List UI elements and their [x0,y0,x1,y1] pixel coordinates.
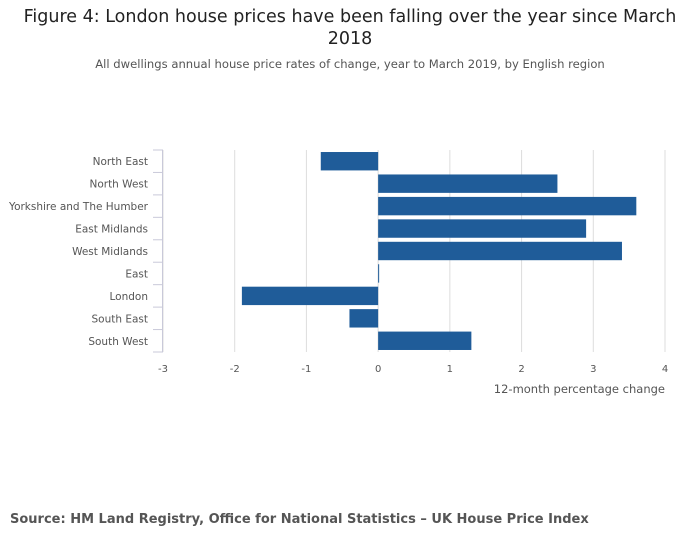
bar-south-west[interactable] [378,331,472,350]
x-tick-label: 3 [590,364,596,375]
y-category-label: South West [88,336,148,348]
y-category-label: East Midlands [75,224,148,236]
y-category-label: North East [93,156,148,168]
x-tick-label: 1 [447,364,453,375]
y-category-label: Yorkshire and The Humber [8,201,149,213]
y-category-label: North West [89,179,148,191]
bar-london[interactable] [241,286,379,306]
x-tick-label: 4 [662,364,668,375]
bars [241,152,637,350]
y-category-label: East [125,268,148,280]
chart-subtitle: All dwellings annual house price rates o… [95,57,605,71]
y-category-label: West Midlands [72,246,148,258]
x-tick-label: -2 [230,364,240,375]
bar-east-midlands[interactable] [378,219,587,238]
x-tick-label: 0 [375,364,381,375]
x-tick-label: -3 [158,364,168,375]
source-note: Source: HM Land Registry, Office for Nat… [10,512,589,527]
bar-north-east[interactable] [320,152,379,171]
bar-north-west[interactable] [378,174,558,193]
x-axis-title: 12-month percentage change [494,382,665,396]
bar-south-east[interactable] [349,309,379,328]
x-tick-label: -1 [301,364,311,375]
bar-east[interactable] [378,264,380,283]
chart-title: Figure 4: London house prices have been … [23,7,677,49]
x-axis: -3 -2 -1 0 1 2 3 4 [158,364,668,375]
y-axis: North East North West Yorkshire and The Hu… [8,149,163,353]
y-category-label: London [110,291,149,303]
x-tick-label: 2 [518,364,524,375]
y-category-label: South East [91,313,148,325]
bar-west-midlands[interactable] [378,241,622,261]
bar-yorkshire-and-the-humber[interactable] [378,196,637,216]
